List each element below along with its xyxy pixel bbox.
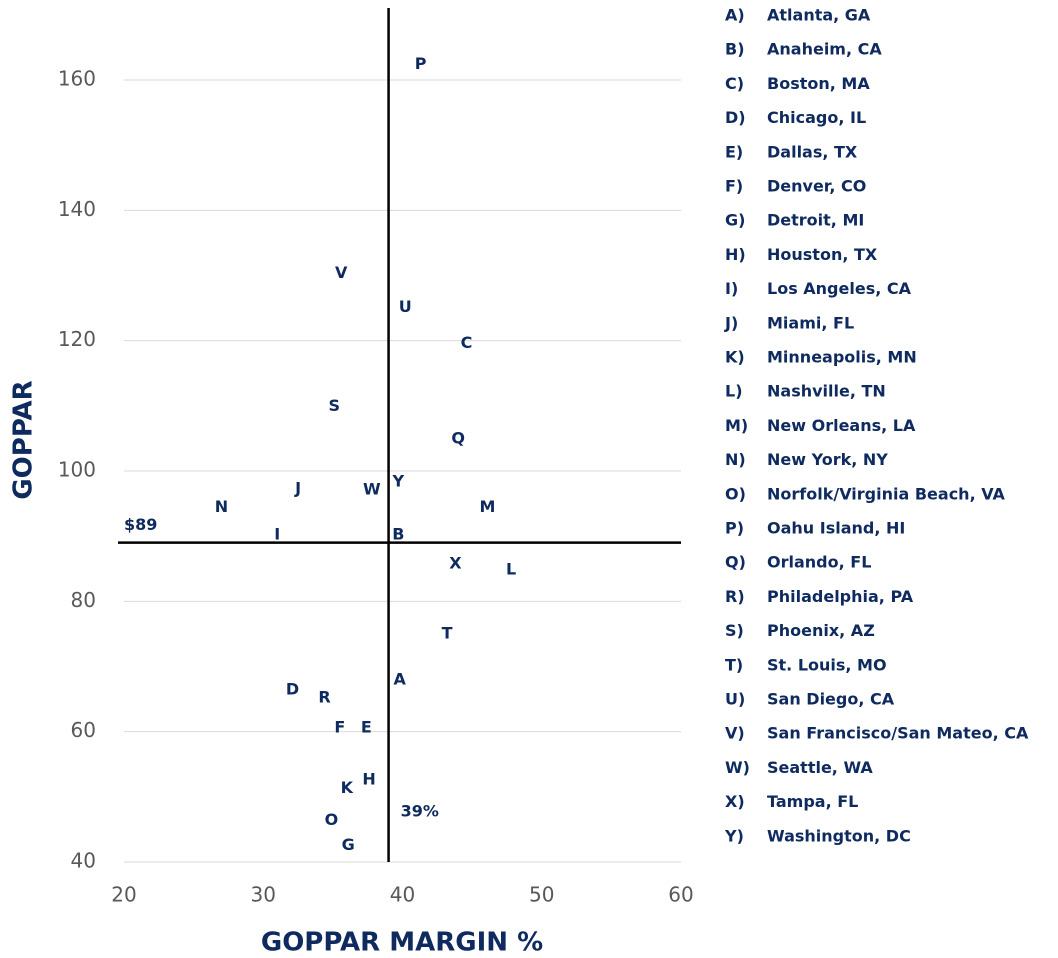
legend-name: San Diego, CA xyxy=(767,690,895,709)
legend-name: New Orleans, LA xyxy=(767,416,916,435)
legend-key: A) xyxy=(725,6,745,25)
x-tick-label: 60 xyxy=(668,883,693,907)
y-tick-label: 120 xyxy=(58,327,96,351)
point-label: Q xyxy=(451,429,465,448)
legend-name: Detroit, MI xyxy=(767,211,864,230)
legend-name: Los Angeles, CA xyxy=(767,279,912,298)
point-label: L xyxy=(506,560,516,579)
legend-key: R) xyxy=(725,587,745,606)
point-label: O xyxy=(325,810,339,829)
legend-key: V) xyxy=(725,724,745,743)
point-label: P xyxy=(415,54,427,73)
legend-name: Miami, FL xyxy=(767,313,854,332)
legend-key: P) xyxy=(725,519,744,538)
legend-name: New York, NY xyxy=(767,450,888,469)
point-label: N xyxy=(215,497,228,516)
point-label: X xyxy=(449,554,462,573)
y-tick-label: 140 xyxy=(58,197,96,221)
legend-key: E) xyxy=(725,142,743,161)
legend-key: Q) xyxy=(725,553,746,572)
legend-name: Philadelphia, PA xyxy=(767,587,914,606)
legend-name: Boston, MA xyxy=(767,74,870,93)
legend-name: Minneapolis, MN xyxy=(767,348,917,367)
point-label: U xyxy=(399,297,412,316)
reference-label: 39% xyxy=(401,802,439,821)
legend-key: F) xyxy=(725,177,743,196)
legend-name: Orlando, FL xyxy=(767,553,871,572)
legend-key: W) xyxy=(725,758,750,777)
legend-key: H) xyxy=(725,245,746,264)
legend-key: O) xyxy=(725,484,746,503)
y-tick-label: 60 xyxy=(71,718,96,742)
y-tick-label: 80 xyxy=(71,588,96,612)
legend-name: Chicago, IL xyxy=(767,108,866,127)
x-tick-label: 30 xyxy=(251,883,276,907)
x-tick-label: 50 xyxy=(529,883,554,907)
point-label: Y xyxy=(392,472,405,491)
y-tick-label: 40 xyxy=(71,849,96,873)
legend-key: S) xyxy=(725,621,744,640)
legend-name: Atlanta, GA xyxy=(767,6,871,25)
point-label: V xyxy=(335,263,348,282)
point-label: J xyxy=(294,479,301,498)
x-tick-label: 20 xyxy=(111,883,136,907)
point-label: G xyxy=(342,835,355,854)
legend-name: Washington, DC xyxy=(767,826,911,845)
point-label: F xyxy=(334,717,345,736)
y-axis-title: GOPPAR xyxy=(9,380,39,499)
legend-key: D) xyxy=(725,108,746,127)
legend-name: Oahu Island, HI xyxy=(767,519,905,538)
legend-name: Tampa, FL xyxy=(767,792,858,811)
legend-name: Dallas, TX xyxy=(767,142,858,161)
legend-key: C) xyxy=(725,74,744,93)
point-label: W xyxy=(363,479,381,498)
legend-key: T) xyxy=(725,655,743,674)
legend-name: Seattle, WA xyxy=(767,758,873,777)
legend-key: J) xyxy=(724,313,738,332)
point-label: B xyxy=(392,524,404,543)
legend-name: Phoenix, AZ xyxy=(767,621,875,640)
legend-key: L) xyxy=(725,382,743,401)
legend-name: Norfolk/Virginia Beach, VA xyxy=(767,484,1006,503)
point-label: C xyxy=(461,333,473,352)
reference-label: $89 xyxy=(124,515,157,534)
legend-key: Y) xyxy=(724,826,744,845)
x-tick-label: 40 xyxy=(390,883,415,907)
point-label: E xyxy=(361,717,372,736)
legend-name: Denver, CO xyxy=(767,177,866,196)
point-label: A xyxy=(394,670,407,689)
legend-name: Anaheim, CA xyxy=(767,40,882,59)
legend-key: U) xyxy=(725,690,745,709)
point-label: K xyxy=(341,778,354,797)
legend-key: X) xyxy=(725,792,745,811)
point-label: I xyxy=(274,524,280,543)
legend-key: N) xyxy=(725,450,746,469)
legend-name: Houston, TX xyxy=(767,245,878,264)
legend-name: San Francisco/San Mateo, CA xyxy=(767,724,1029,743)
point-label: H xyxy=(362,769,375,788)
legend-key: M) xyxy=(725,416,748,435)
legend-key: G) xyxy=(725,211,745,230)
point-label: S xyxy=(329,396,341,415)
point-label: R xyxy=(318,687,330,706)
point-label: M xyxy=(479,497,495,516)
legend-key: I) xyxy=(725,279,738,298)
x-axis-title: GOPPAR MARGIN % xyxy=(261,928,543,958)
y-tick-label: 100 xyxy=(58,458,96,482)
legend-name: St. Louis, MO xyxy=(767,655,887,674)
y-tick-label: 160 xyxy=(58,67,96,91)
legend-key: K) xyxy=(725,348,745,367)
legend-key: B) xyxy=(725,40,745,59)
legend-name: Nashville, TN xyxy=(767,382,886,401)
point-label: D xyxy=(286,679,299,698)
point-label: T xyxy=(442,623,453,642)
